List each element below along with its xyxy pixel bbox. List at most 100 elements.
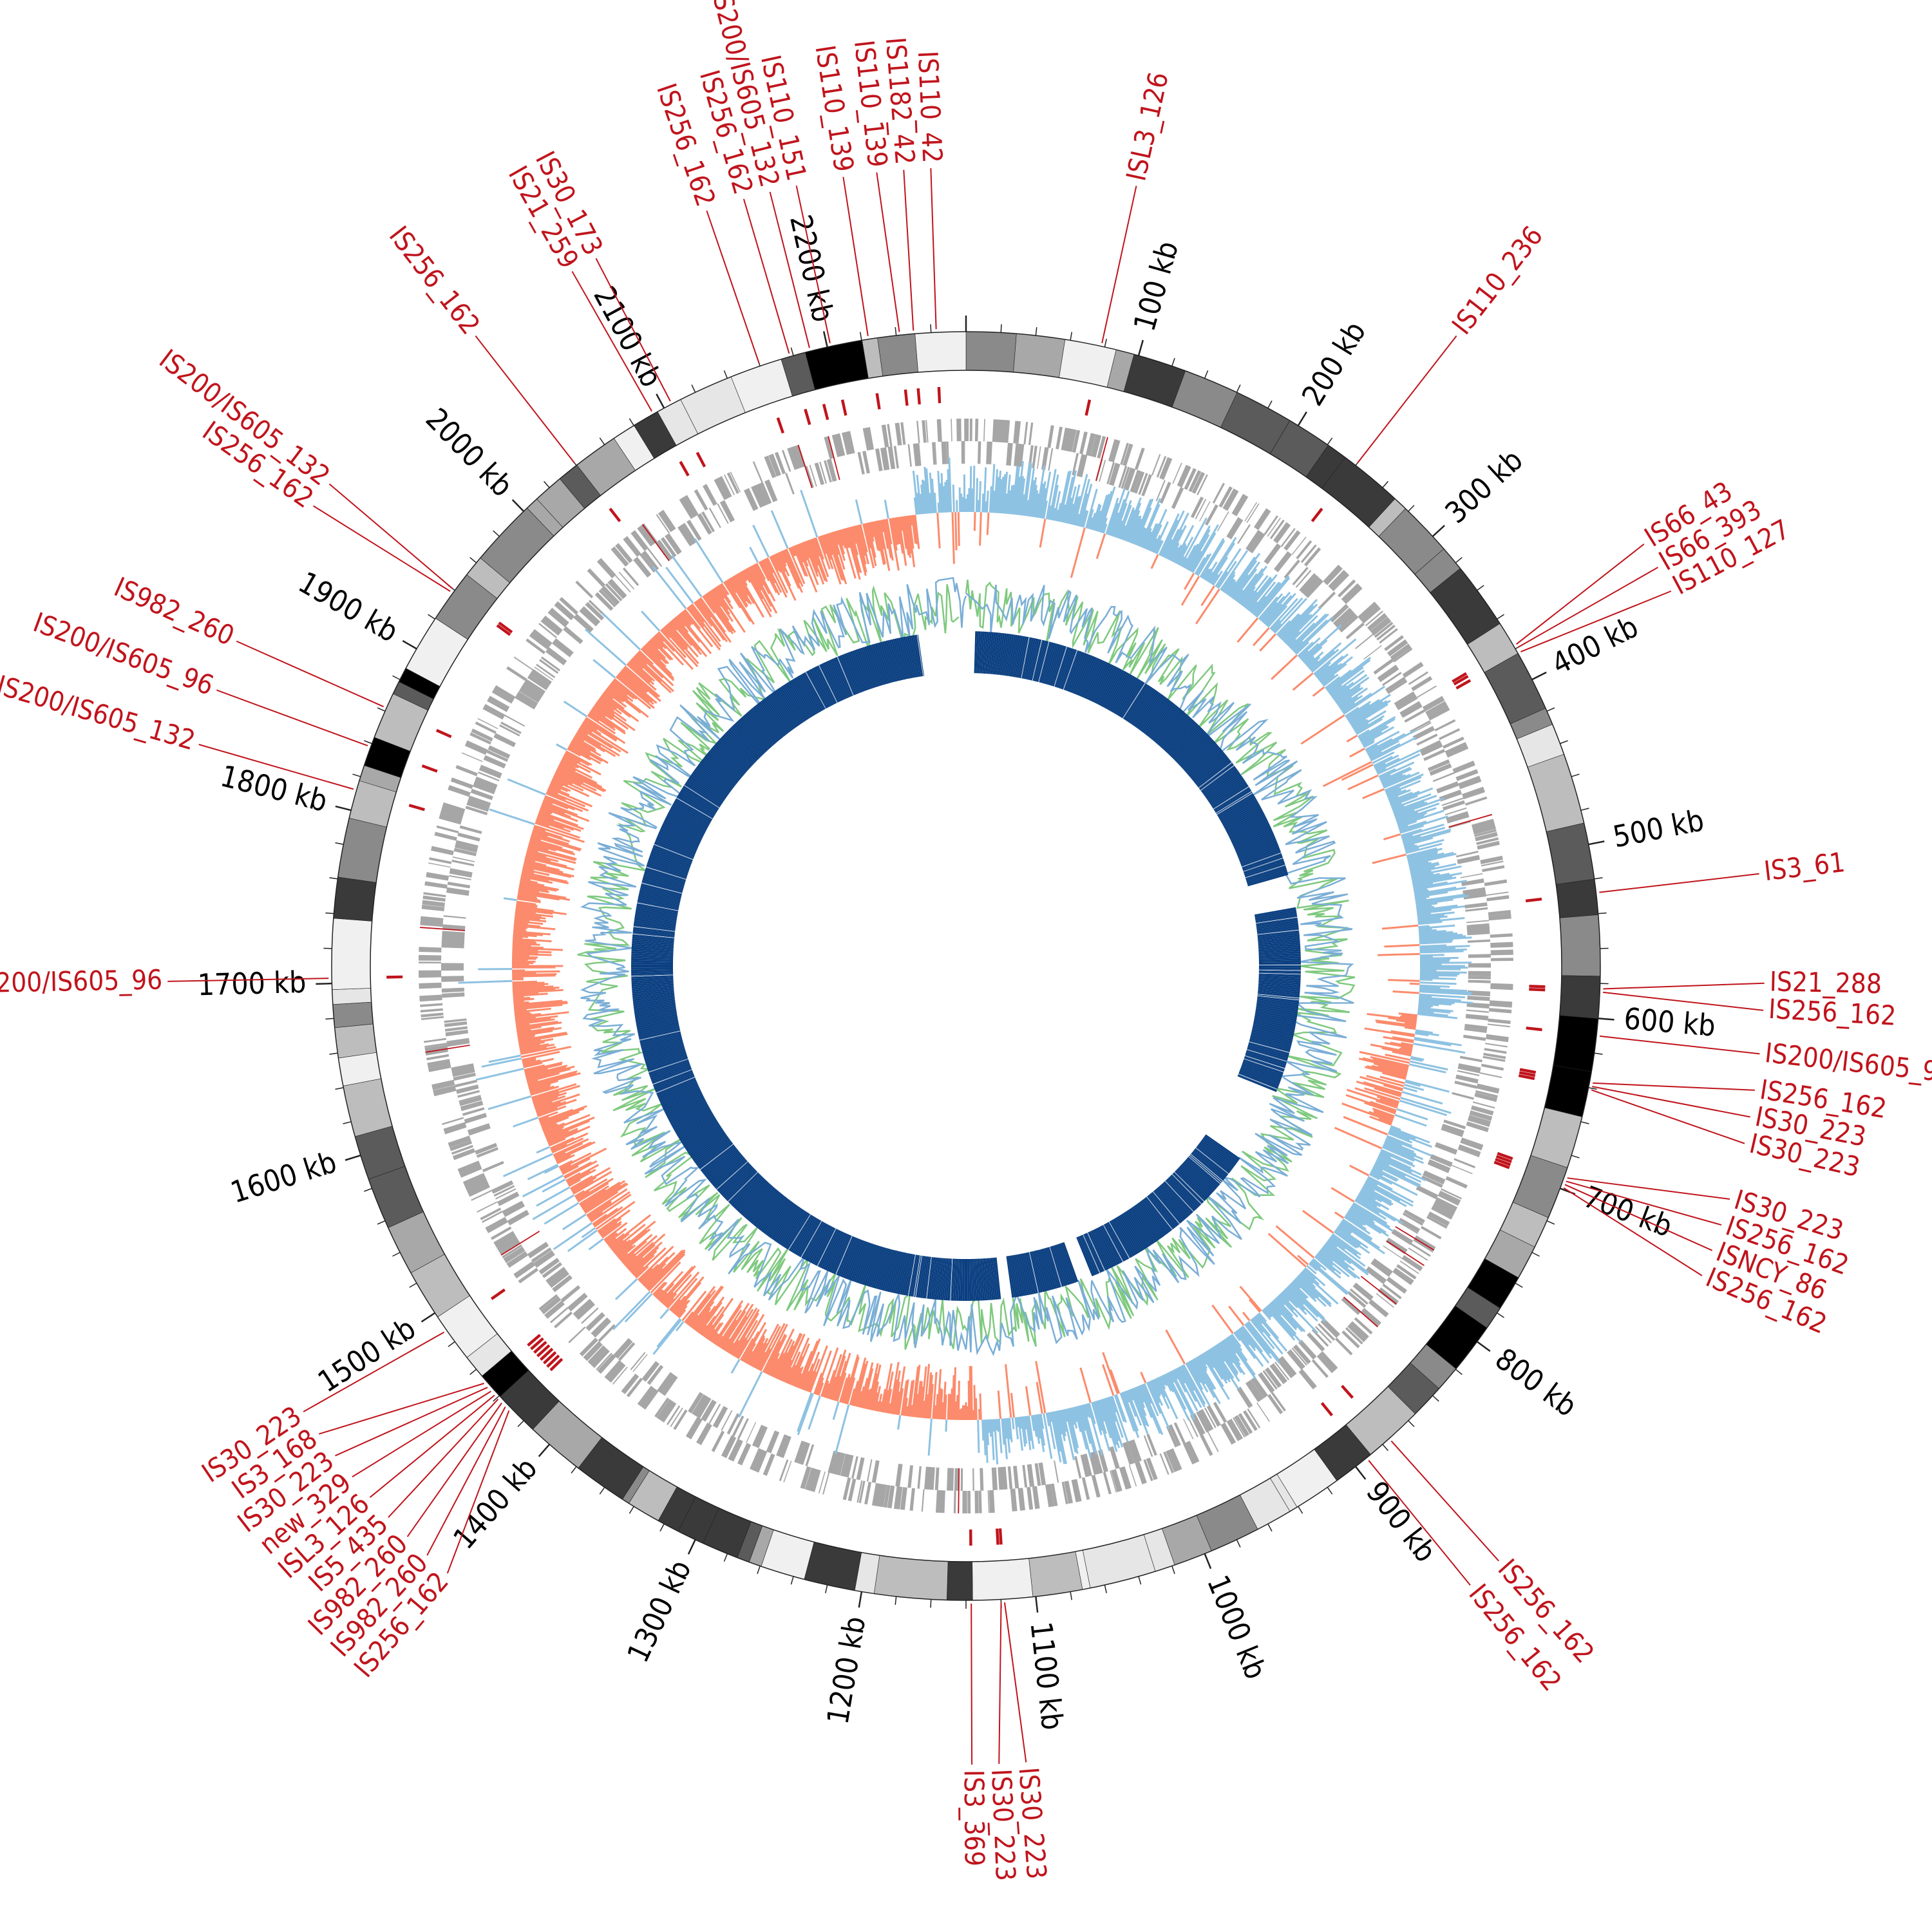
inner-ring-block [713,744,746,774]
inner-ring-block [1124,1211,1150,1247]
gc-skew-bar [1349,1208,1387,1234]
inner-ring-block [687,1129,724,1154]
inner-ring-block [638,898,679,909]
gc-skew-bar [1256,1313,1280,1340]
inner-ring-block [746,712,775,745]
gc-skew-bar [1186,529,1211,571]
gc-skew-bar [703,1323,714,1338]
inner-ring-block [641,1039,683,1052]
gene-block [1347,1291,1367,1308]
gc-skew-bar [540,1107,585,1126]
inner-ring-block [1028,638,1039,681]
gc-skew-bar [620,670,647,694]
inner-ring-block [736,1179,766,1211]
tick-mark [691,384,696,393]
gc-skew-bar [1217,1343,1239,1374]
gc-skew-bar [853,1363,867,1406]
gene-block [1454,1081,1477,1089]
gc-skew-bar [1053,1411,1066,1464]
inner-ring-block [731,726,762,757]
gene-block [464,1113,488,1124]
inner-ring-block [1027,1252,1037,1294]
gene-block [1187,1416,1198,1437]
gc-skew-bar [1252,1317,1283,1355]
gene-block [419,961,442,964]
gc-skew-bar [1025,500,1029,516]
gc-skew-bar [673,617,708,658]
gc-skew-bar [1166,529,1183,560]
gc-skew-bar [677,614,701,643]
gc-skew-bar [1208,1349,1231,1383]
inner-ring-block [1151,1192,1179,1226]
gc-skew-bar [1298,1274,1332,1305]
gc-skew-bar [1372,751,1395,764]
inner-ring-block [658,833,697,851]
gc-skew-bar [1418,1005,1431,1009]
gene-block [1416,734,1438,746]
gene-block [1490,933,1513,938]
gc-skew-bar [537,1105,567,1117]
gc-skew-bar [539,809,551,815]
gc-skew-bar [1168,525,1187,560]
gc-skew-bar [528,842,556,852]
gc-skew-bar [587,1200,612,1218]
gene-block [1127,1441,1137,1463]
gc-skew-bar [1416,905,1466,913]
gc-skew-bar [1308,1262,1318,1271]
gene-block [961,441,965,464]
tick-label: 1800 kb [217,758,331,819]
gc-skew-bar [1285,630,1300,645]
inner-ring-block [775,690,800,726]
gc-skew-bar [1110,1396,1117,1413]
gc-skew-bar [1137,1385,1153,1418]
gene-block [428,1064,451,1072]
is-leader-line [1566,1180,1722,1226]
gc-skew-bar [1419,930,1446,934]
gc-skew-bar [1382,1144,1424,1164]
inner-ring-block [797,1218,820,1256]
gc-skew-bar [1074,1406,1082,1432]
gene-block [1264,543,1282,565]
inner-ring-block [1255,1014,1296,1023]
gene-block [1204,1407,1217,1428]
gc-skew-bar [762,559,776,584]
inner-ring-block [1202,1138,1237,1164]
gc-skew-bar [1359,718,1396,741]
gene-block [1347,1324,1366,1343]
gc-skew-bar [555,770,597,791]
inner-ring-block [979,1258,983,1301]
gc-skew-bar [607,1237,617,1246]
gc-skew-bar [488,1095,532,1110]
gc-skew-bar [1079,1367,1092,1403]
gene-block [1466,1121,1489,1133]
gc-skew-bar [515,1023,530,1027]
tick-label: 1600 kb [227,1144,341,1210]
gene-block [563,626,583,645]
gene-block [447,882,471,889]
tick-label: 1100 kb [1023,1620,1070,1732]
inner-ring-block [703,1147,737,1175]
tick-mark [1070,332,1073,341]
gc-skew-bar [1174,543,1187,564]
gc-skew-bar [527,1079,538,1084]
gc-skew-bar [913,515,918,545]
inner-ring-block [647,1056,688,1072]
gene-block [585,1312,604,1330]
gc-skew-bar [653,1282,668,1297]
gc-skew-bar [520,875,553,884]
gc-skew-bar [1227,1336,1256,1376]
gc-skew-bar [1364,1182,1407,1208]
inner-ring-block [1254,1016,1296,1025]
gene-block [714,478,728,500]
gc-skew-bar [514,922,528,925]
tick-mark [1571,1155,1580,1159]
gc-skew-bar [544,1165,559,1174]
inner-ring-block [703,757,737,785]
gc-skew-bar [998,1419,1003,1454]
gc-skew-bar [750,1342,764,1367]
gc-skew-bar [1340,1222,1385,1255]
gene-block [1195,498,1207,520]
gc-skew-bar [610,1233,630,1249]
inner-ring-block [993,1257,999,1300]
gc-skew-bar [1076,1406,1092,1458]
